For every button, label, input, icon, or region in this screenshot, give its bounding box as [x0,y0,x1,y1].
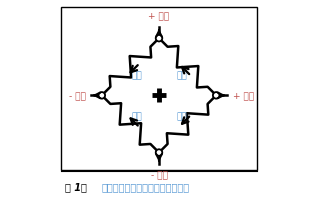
Circle shape [99,93,105,99]
Text: - 输入: - 输入 [150,170,168,179]
FancyBboxPatch shape [61,7,257,170]
Text: 应用于典型应变仪中的惠斯通电桥: 应用于典型应变仪中的惠斯通电桥 [102,181,190,191]
Text: 压力: 压力 [176,112,187,121]
Text: 张力: 张力 [131,112,142,121]
Circle shape [213,93,219,99]
Circle shape [156,150,162,156]
Text: - 输出: - 输出 [69,91,86,100]
Circle shape [156,36,162,42]
Text: + 输入: + 输入 [149,13,169,22]
Text: 图 1：: 图 1： [65,181,87,191]
Text: 压力: 压力 [131,71,142,80]
Text: 张力: 张力 [176,71,187,80]
Text: + 输出: + 输出 [232,91,254,100]
